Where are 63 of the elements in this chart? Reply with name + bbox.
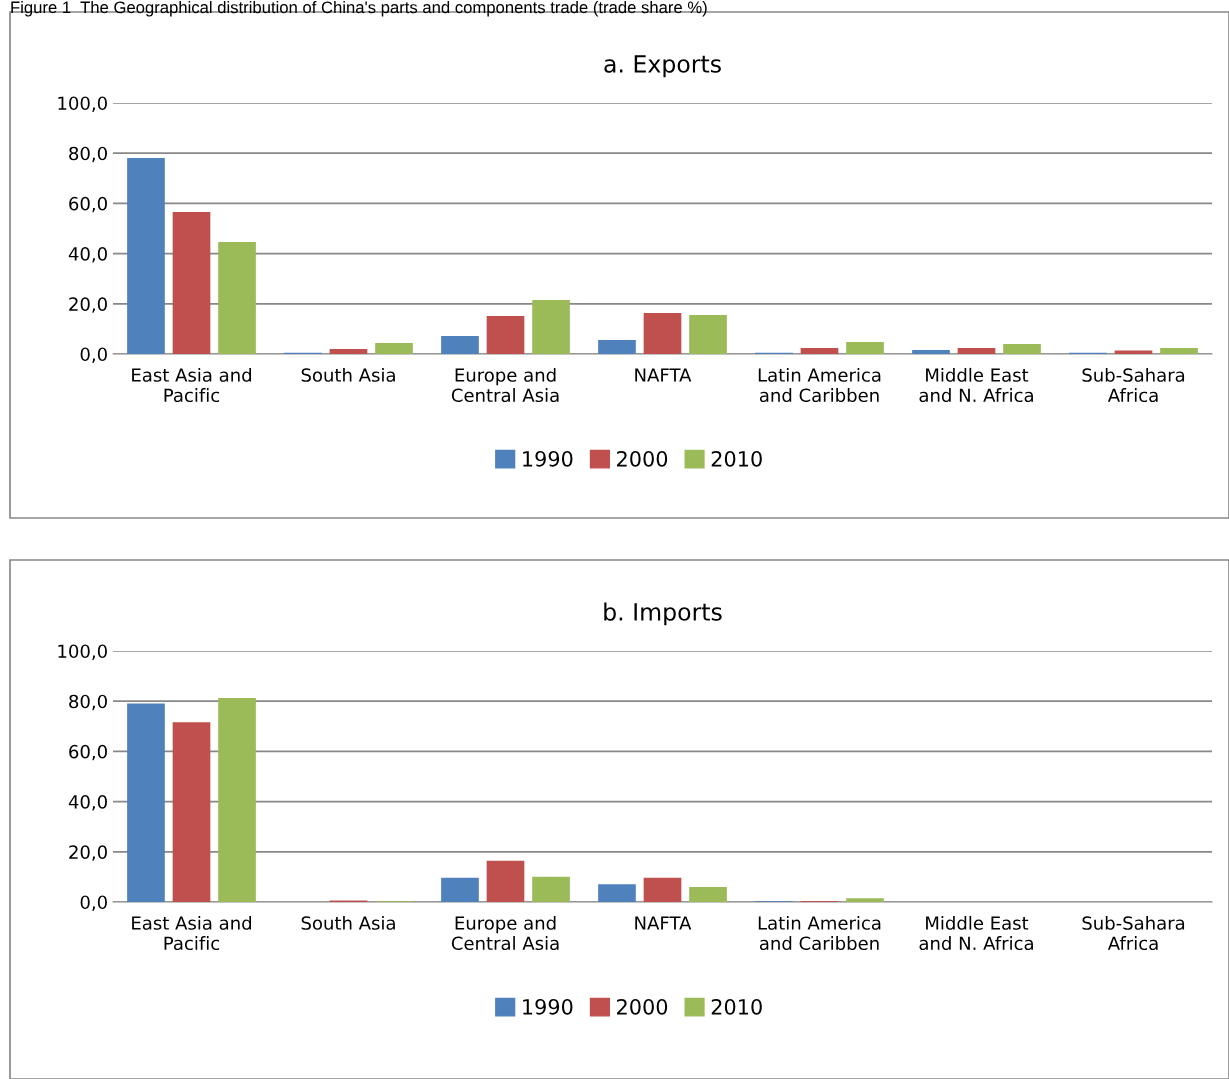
bar [1003,343,1041,354]
bar [329,348,368,354]
bar [441,335,479,354]
legend-label: 2010 [711,450,762,467]
bar [486,316,525,354]
y-tick-label: 100,0 [58,644,107,660]
bar [957,347,996,354]
chart-title: b. Imports [604,602,722,626]
bar [598,884,636,902]
x-tick-label: NAFTA [635,916,692,930]
bar [800,347,839,354]
chart-title: a. Exports [604,55,721,78]
y-tick-label: 80,0 [69,694,107,711]
y-tick-label: 100,0 [58,96,107,112]
legend-label: 2000 [617,998,668,1015]
bar [1114,350,1153,354]
x-tick-label: NAFTA [635,368,692,382]
x-tick-label: Europe and Central Asia [451,367,559,403]
y-tick-label: 40,0 [68,247,107,263]
x-tick-label: South Asia [301,915,395,930]
x-tick-label: East Asia and Pacific [132,367,251,403]
legend-label: 2000 [617,450,668,467]
bar [532,876,570,902]
y-tick-label: 0,0 [80,895,107,911]
bar [846,341,884,354]
bar [1160,347,1198,354]
x-tick-label: Latin America and Caribben [758,915,881,951]
bar [912,349,950,354]
y-tick-label: 0,0 [80,347,107,363]
x-tick-label: Middle East and N. Africa [919,367,1033,403]
legend-label: 1990 [523,450,573,467]
bar [689,315,727,354]
bar [643,877,682,902]
x-tick-label: Middle East and N. Africa [919,915,1033,951]
y-tick-label: 60,0 [69,196,107,213]
x-tick-label: East Asia and Pacific [132,915,251,951]
bar [598,339,636,354]
bar [127,157,165,354]
bar [689,886,727,902]
x-tick-label: Sub-Sahara Africa [1082,367,1185,403]
y-tick-label: 20,0 [69,845,107,861]
bar [172,211,211,354]
y-tick-label: 20,0 [69,297,107,313]
legend-label: 1990 [523,998,573,1015]
bar [375,342,413,354]
y-tick-label: 80,0 [69,146,107,163]
legend-label: 2010 [711,998,762,1015]
caption: Figure 1 The Geographical distribution of China's parts and components trade (trade share %) [11,1,707,17]
bar [532,300,570,354]
bar [846,898,884,902]
x-tick-label: Europe and Central Asia [451,915,559,951]
y-tick-label: 40,0 [68,795,107,811]
bar [172,722,211,902]
x-tick-label: South Asia [301,367,395,382]
bar [486,860,525,902]
bar [441,877,479,902]
x-tick-label: Latin America and Caribben [758,367,881,403]
bar [643,313,682,354]
y-tick-label: 60,0 [69,744,107,761]
bar [218,697,256,902]
bar [218,242,256,354]
x-tick-label: Sub-Sahara Africa [1082,915,1185,951]
bar [127,703,165,902]
